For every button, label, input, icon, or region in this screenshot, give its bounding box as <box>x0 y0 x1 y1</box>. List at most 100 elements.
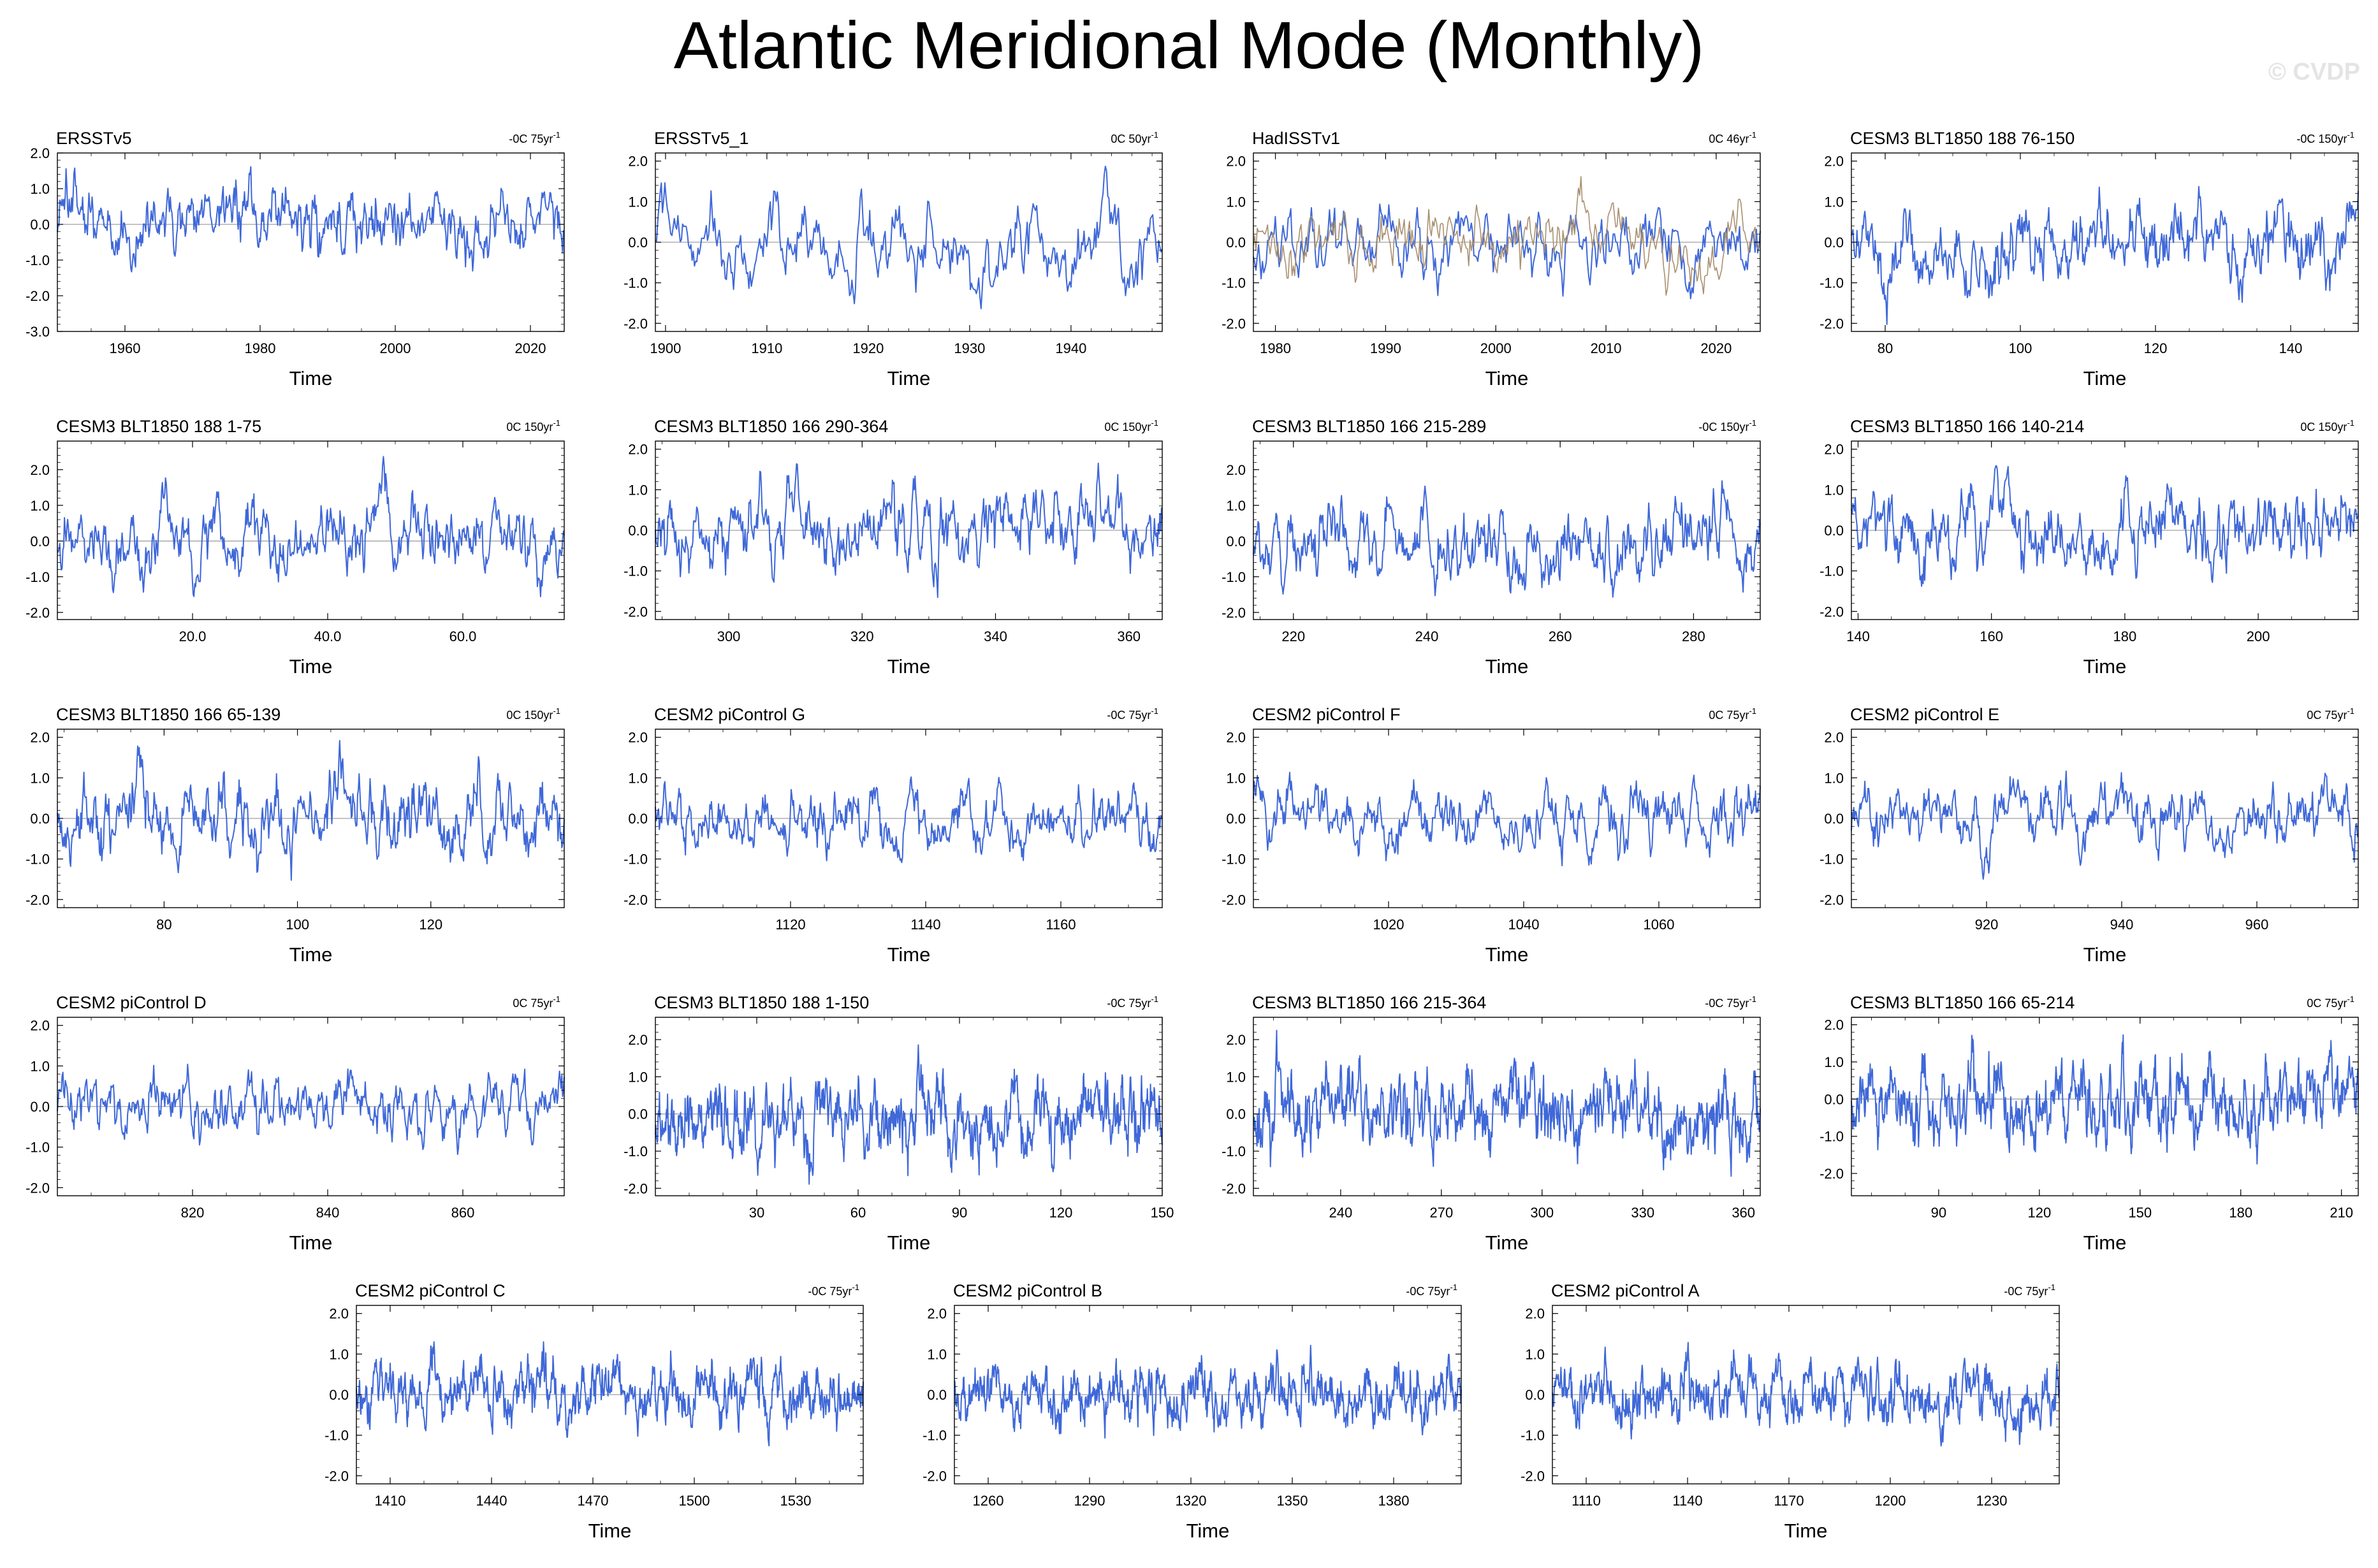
panel-title: CESM2 piControl B <box>953 1281 1102 1300</box>
chart-svg: ERSSTv5_1 0C 50yr-1 -2.0 -1.0 0.0 1.0 2.0 1900 1… <box>624 129 1163 389</box>
x-tick-label: 20.0 <box>179 628 207 644</box>
trend-superscript: -1 <box>2347 130 2354 140</box>
y-tick-label: 1.0 <box>628 194 648 210</box>
y-tick-label: 2.0 <box>1226 730 1246 746</box>
x-axis-label: Time <box>887 1231 931 1254</box>
x-axis-label: Time <box>2083 1231 2127 1254</box>
chart-panel: CESM3 BLT1850 166 290-364 0C 150yr-1 -2.0 -… <box>598 403 1172 686</box>
trend-superscript: -1 <box>1749 130 1756 140</box>
y-tick-label: 2.0 <box>30 145 50 161</box>
x-tick-label: 1980 <box>1260 340 1291 356</box>
series-line <box>1851 1034 2359 1165</box>
chart-svg: CESM2 piControl E 0C 75yr-1 -2.0 -1.0 0.0 1.0… <box>1820 705 2359 966</box>
x-tick-label: 60 <box>850 1205 866 1221</box>
y-tick-label: 1.0 <box>30 181 50 197</box>
panel-title: CESM2 piControl G <box>654 705 805 724</box>
series-line <box>1253 1029 1761 1177</box>
x-tick-label: 940 <box>2110 917 2134 933</box>
y-tick-label: -2.0 <box>1222 605 1246 621</box>
y-tick-label: 0.0 <box>30 1099 50 1115</box>
y-tick-label: -2.0 <box>26 605 50 621</box>
y-tick-label: 2.0 <box>1226 462 1246 478</box>
x-tick-label: 1230 <box>1976 1493 2008 1509</box>
panel-title: CESM3 BLT1850 188 76-150 <box>1850 129 2075 148</box>
trend-label: -0C 75yr-1 <box>509 130 560 145</box>
x-tick-label: 1200 <box>1875 1493 1906 1509</box>
y-tick-label: 2.0 <box>1226 1032 1246 1048</box>
x-tick-label: 300 <box>1530 1205 1554 1221</box>
y-tick-label: 1.0 <box>628 1069 648 1085</box>
x-tick-label: 1990 <box>1370 340 1401 356</box>
x-tick-label: 1470 <box>578 1493 609 1509</box>
chart-panel: CESM2 piControl G -0C 75yr-1 -2.0 -1.0 0.0 1.… <box>598 691 1172 975</box>
series-line <box>57 456 565 597</box>
y-tick-label: 2.0 <box>927 1306 947 1322</box>
y-tick-label: 1.0 <box>1226 498 1246 514</box>
x-tick-label: 1060 <box>1644 917 1675 933</box>
x-tick-label: 1290 <box>1074 1493 1105 1509</box>
x-tick-label: 2020 <box>515 340 546 356</box>
x-tick-label: 140 <box>2279 340 2303 356</box>
y-tick-label: 0.0 <box>628 811 648 827</box>
y-tick-label: -1.0 <box>923 1428 947 1444</box>
y-tick-label: -2.0 <box>624 892 648 908</box>
y-tick-label: 1.0 <box>1824 194 1844 210</box>
y-tick-label: -3.0 <box>26 324 50 340</box>
y-tick-label: -2.0 <box>624 316 648 331</box>
x-tick-label: 260 <box>1549 628 1572 644</box>
x-tick-label: 80 <box>1878 340 1893 356</box>
trend-superscript: -1 <box>2048 1282 2055 1292</box>
series-line <box>1851 770 2359 880</box>
y-tick-label: -2.0 <box>923 1468 947 1484</box>
x-tick-label: 90 <box>952 1205 967 1221</box>
y-tick-label: 2.0 <box>1824 1017 1844 1033</box>
plot-frame <box>57 152 565 332</box>
x-tick-label: 120 <box>2144 340 2168 356</box>
x-tick-label: 180 <box>2113 628 2137 644</box>
y-tick-label: 2.0 <box>30 462 50 478</box>
trend-label: 0C 150yr-1 <box>506 706 560 722</box>
trend-superscript: -1 <box>1749 994 1756 1004</box>
chart-svg: CESM3 BLT1850 188 1-150 -0C 75yr-1 -2.0 -1.… <box>624 993 1174 1254</box>
x-tick-label: 90 <box>1931 1205 1946 1221</box>
y-tick-label: 0.0 <box>1226 235 1246 250</box>
y-tick-label: 2.0 <box>628 442 648 458</box>
series-line <box>1851 465 2359 587</box>
x-axis-label: Time <box>289 367 333 389</box>
y-tick-label: -2.0 <box>26 892 50 908</box>
chart-svg: CESM3 BLT1850 188 1-75 0C 150yr-1 -2.0 -1.0… <box>26 417 565 678</box>
x-tick-label: 210 <box>2330 1205 2353 1221</box>
chart-svg: CESM2 piControl A -0C 75yr-1 -2.0 -1.0 0.0 1.… <box>1521 1281 2060 1542</box>
panel-title: CESM2 piControl A <box>1551 1281 1700 1300</box>
x-tick-label: 1140 <box>1672 1493 1702 1509</box>
x-tick-label: 1940 <box>1055 340 1086 356</box>
x-tick-label: 340 <box>984 628 1007 644</box>
trend-label: 0C 50yr-1 <box>1111 130 1158 145</box>
panel-title: CESM3 BLT1850 188 1-150 <box>654 993 869 1012</box>
panel-title: CESM3 BLT1850 166 215-289 <box>1252 417 1486 436</box>
y-tick-label: 2.0 <box>30 730 50 746</box>
series-line <box>356 1341 864 1447</box>
y-tick-label: 0.0 <box>628 1107 648 1122</box>
series-line <box>57 166 565 273</box>
plot-frame <box>1253 440 1761 620</box>
chart-panel: CESM3 BLT1850 166 140-214 0C 150yr-1 -2.0 -… <box>1794 403 2368 686</box>
panel-title: CESM3 BLT1850 166 65-214 <box>1850 993 2075 1012</box>
y-tick-label: -1.0 <box>1222 852 1246 867</box>
x-tick-label: 200 <box>2247 628 2270 644</box>
x-tick-label: 2020 <box>1700 340 1732 356</box>
y-tick-label: -1.0 <box>624 852 648 867</box>
y-tick-label: -2.0 <box>325 1468 349 1484</box>
trend-label: 0C 75yr-1 <box>513 994 560 1010</box>
x-tick-label: 1410 <box>375 1493 406 1509</box>
watermark: © CVDP <box>2268 59 2360 85</box>
chart-svg: CESM3 BLT1850 166 65-214 0C 75yr-1 -2.0 -1.… <box>1820 993 2359 1254</box>
chart-svg: CESM3 BLT1850 166 215-364 -0C 75yr-1 -2.0 -… <box>1222 993 1761 1254</box>
chart-panel: CESM2 piControl D 0C 75yr-1 -2.0 -1.0 0.0 1.0… <box>0 979 574 1263</box>
trend-superscript: -1 <box>1151 706 1158 716</box>
trend-label: 0C 150yr-1 <box>1104 418 1158 433</box>
y-tick-label: 0.0 <box>1226 534 1246 549</box>
x-tick-label: 150 <box>1151 1205 1174 1221</box>
x-tick-label: 240 <box>1415 628 1439 644</box>
x-tick-label: 120 <box>2027 1205 2051 1221</box>
